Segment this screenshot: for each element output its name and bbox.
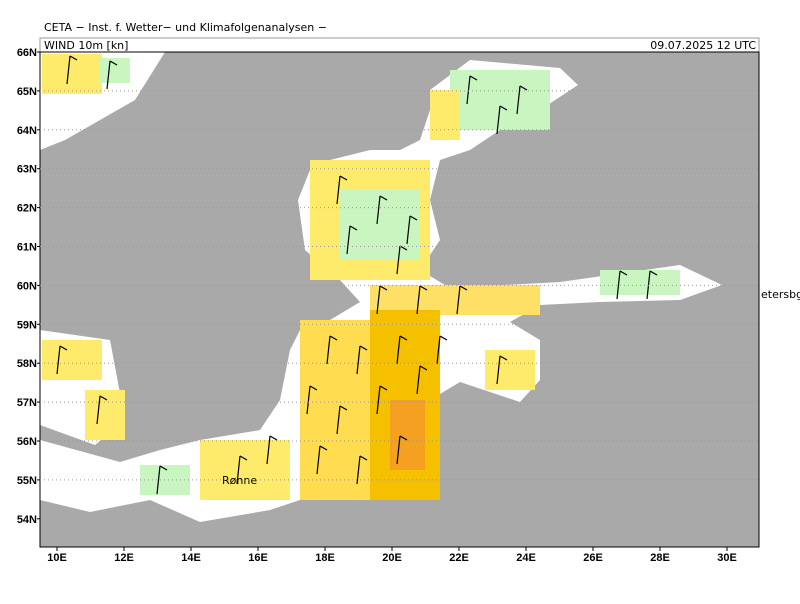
barb [396, 435, 401, 465]
barb [319, 445, 328, 451]
barb [416, 365, 421, 395]
barb [106, 60, 111, 90]
barb [356, 455, 361, 485]
barb [406, 215, 411, 245]
barb [399, 245, 408, 251]
barb [376, 385, 381, 415]
barb [376, 195, 381, 225]
barb [339, 175, 348, 181]
lat-label: 58N [17, 358, 37, 370]
barb [336, 175, 341, 205]
lon-label: 16E [248, 552, 268, 564]
barb [439, 335, 448, 341]
lat-label: 54N [17, 514, 37, 526]
lon-label: 30E [717, 552, 737, 564]
frame [39, 51, 760, 548]
barb [56, 345, 61, 375]
lat-label: 66N [17, 47, 37, 59]
barb [419, 365, 428, 371]
barb [419, 285, 428, 291]
barb [396, 335, 401, 365]
barb [109, 60, 118, 66]
barb [496, 105, 501, 135]
barb [516, 85, 521, 115]
barb [409, 215, 418, 221]
barb [336, 405, 341, 435]
lon-label: 10E [47, 552, 67, 564]
lon-label: 18E [315, 552, 335, 564]
barb [156, 465, 161, 495]
barb [436, 335, 441, 365]
barb [349, 225, 358, 231]
field: WIND 10m [kn] [44, 39, 128, 52]
lon-label: 28E [650, 552, 670, 564]
lat-label: 61N [17, 242, 37, 254]
barb [329, 335, 338, 341]
barb [379, 195, 388, 201]
barb [379, 285, 388, 291]
wind-barbs [56, 55, 658, 495]
barb [376, 285, 381, 315]
lon-label: 12E [114, 552, 134, 564]
lon-label: 26E [583, 552, 603, 564]
lat-label: 59N [17, 319, 37, 331]
barb [269, 435, 278, 441]
lat-label: 65N [17, 86, 37, 98]
barb [66, 55, 71, 85]
barb [649, 270, 658, 276]
barb [339, 405, 348, 411]
barb [306, 385, 311, 415]
lon-label: 20E [382, 552, 402, 564]
lat-label: 56N [17, 436, 37, 448]
barb [496, 355, 501, 385]
lat-label: 57N [17, 397, 37, 409]
barb [416, 285, 421, 315]
place-label: etersbg [761, 288, 800, 301]
barb [96, 395, 101, 425]
barb [309, 385, 318, 391]
lat-label: 55N [17, 475, 37, 487]
barb [469, 75, 478, 81]
datetime: 09.07.2025 12 UTC [650, 39, 756, 52]
barb [519, 85, 528, 91]
barb [236, 455, 241, 485]
barb [456, 285, 461, 315]
barb [239, 455, 248, 461]
lon-label: 22E [449, 552, 469, 564]
barb [379, 385, 388, 391]
barb [69, 55, 78, 61]
barb [59, 345, 68, 351]
institute: CETA − Inst. f. Wetter− und Klimafolgena… [44, 21, 327, 34]
barb [359, 345, 368, 351]
barb [266, 435, 271, 465]
barb [466, 75, 471, 105]
barb [399, 335, 408, 341]
lat-label: 62N [17, 203, 37, 215]
barb [326, 335, 331, 365]
barb [316, 445, 321, 475]
barb [499, 355, 508, 361]
lon-label: 14E [181, 552, 201, 564]
map-area [40, 52, 759, 547]
barb [159, 465, 168, 471]
barb [499, 105, 508, 111]
barb [359, 455, 368, 461]
lat-label: 64N [17, 125, 37, 137]
barb [619, 270, 628, 276]
wind-shading [42, 54, 680, 500]
barb [399, 435, 408, 441]
barb [616, 270, 621, 300]
barb [346, 225, 351, 255]
place-label: Rønne [222, 474, 257, 487]
barb [356, 345, 361, 375]
barb [396, 245, 401, 275]
lat-label: 60N [17, 280, 37, 292]
barb [99, 395, 108, 401]
lon-label: 24E [516, 552, 536, 564]
barb [459, 285, 468, 291]
lat-label: 63N [17, 164, 37, 176]
